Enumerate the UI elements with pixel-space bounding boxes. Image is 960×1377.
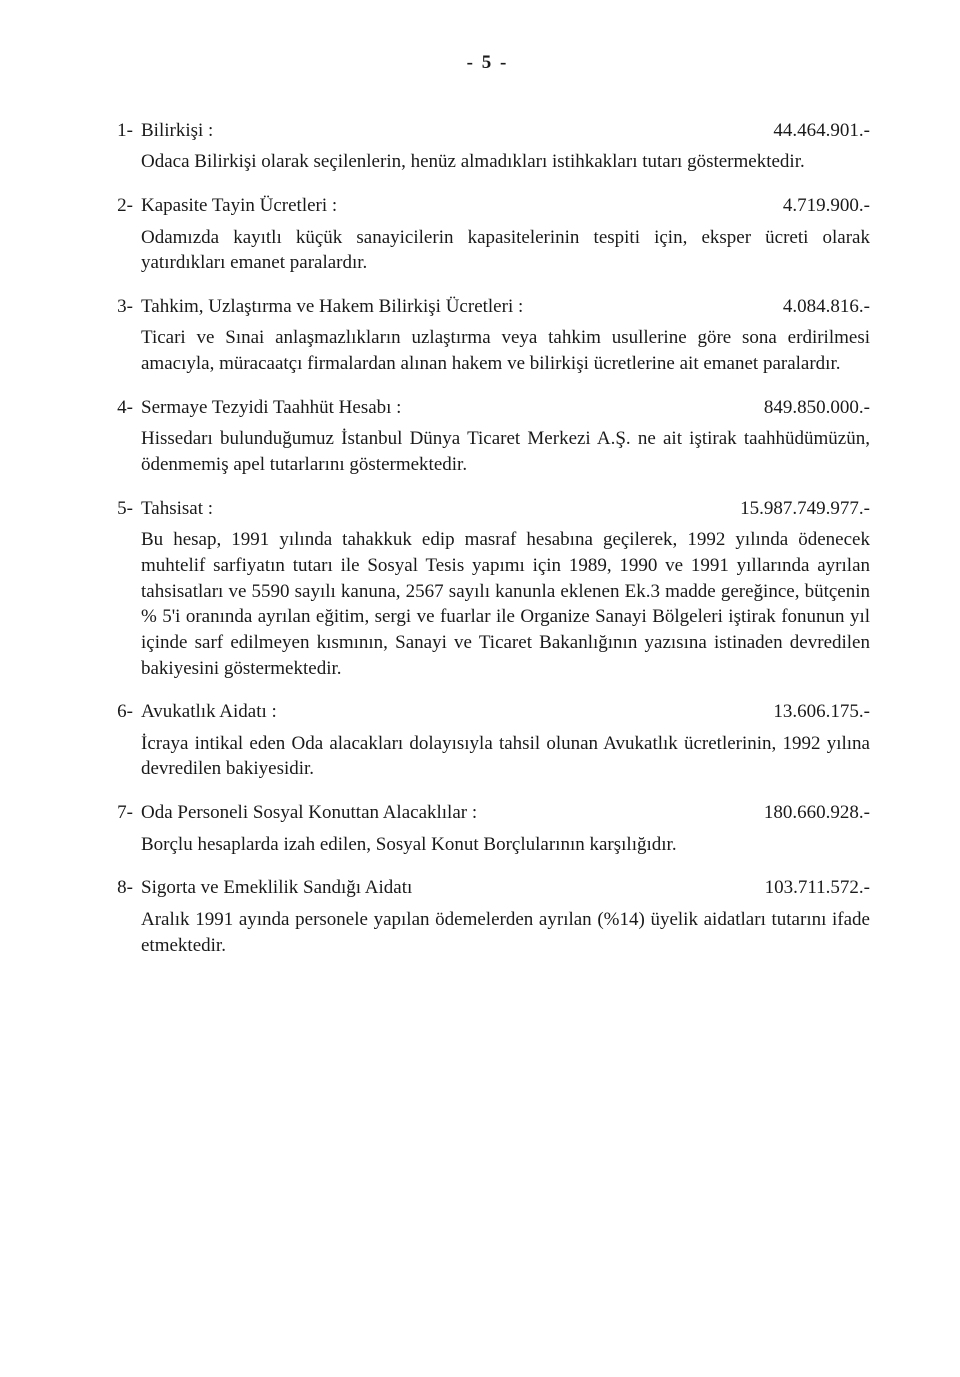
- line-item-title-row: 3- Tahkim, Uzlaştırma ve Hakem Bilirkişi…: [105, 294, 670, 320]
- line-item-title-row: 2- Kapasite Tayin Ücretleri :: [105, 193, 670, 219]
- line-item-title: Sigorta ve Emeklilik Sandığı Aidatı: [141, 875, 670, 901]
- line-item-desc: Odamızda kayıtlı küçük sanayicilerin kap…: [141, 225, 870, 276]
- page-number: - 5 -: [105, 50, 870, 76]
- line-item-title: Kapasite Tayin Ücretleri :: [141, 193, 670, 219]
- line-item-title: Tahkim, Uzlaştırma ve Hakem Bilirkişi Üc…: [141, 294, 670, 320]
- line-item-left: 2- Kapasite Tayin Ücretleri :: [105, 193, 700, 219]
- line-item-title: Bilirkişi :: [141, 118, 670, 144]
- line-item-desc: İcraya intikal eden Oda alacakları dolay…: [141, 731, 870, 782]
- line-item-amount: 180.660.928.-: [700, 800, 870, 826]
- line-item-number: 7-: [105, 800, 133, 826]
- line-item-title: Avukatlık Aidatı :: [141, 699, 670, 725]
- line-item: 6- Avukatlık Aidatı : 13.606.175.-: [105, 699, 870, 725]
- line-item: 1- Bilirkişi : 44.464.901.-: [105, 118, 870, 144]
- line-item-title-row: 7- Oda Personeli Sosyal Konuttan Alacakl…: [105, 800, 670, 826]
- line-item-title-row: 6- Avukatlık Aidatı :: [105, 699, 670, 725]
- line-item-left: 1- Bilirkişi :: [105, 118, 700, 144]
- line-item-left: 5- Tahsisat :: [105, 496, 700, 522]
- line-item-desc: Odaca Bilirkişi olarak seçilenlerin, hen…: [141, 149, 870, 175]
- line-item: 2- Kapasite Tayin Ücretleri : 4.719.900.…: [105, 193, 870, 219]
- line-item-amount: 103.711.572.-: [700, 875, 870, 901]
- line-item-number: 2-: [105, 193, 133, 219]
- line-item-amount: 849.850.000.-: [700, 395, 870, 421]
- line-item-title: Tahsisat :: [141, 496, 670, 522]
- line-item-title-row: 1- Bilirkişi :: [105, 118, 670, 144]
- line-item-left: 3- Tahkim, Uzlaştırma ve Hakem Bilirkişi…: [105, 294, 700, 320]
- line-item-desc: Hissedarı bulunduğumuz İstanbul Dünya Ti…: [141, 426, 870, 477]
- line-item: 5- Tahsisat : 15.987.749.977.-: [105, 496, 870, 522]
- line-item-title-row: 8- Sigorta ve Emeklilik Sandığı Aidatı: [105, 875, 670, 901]
- line-item-amount: 4.719.900.-: [700, 193, 870, 219]
- line-item-number: 4-: [105, 395, 133, 421]
- line-item-number: 1-: [105, 118, 133, 144]
- line-item-left: 4- Sermaye Tezyidi Taahhüt Hesabı :: [105, 395, 700, 421]
- line-item: 3- Tahkim, Uzlaştırma ve Hakem Bilirkişi…: [105, 294, 870, 320]
- line-item-number: 8-: [105, 875, 133, 901]
- line-item-title-row: 4- Sermaye Tezyidi Taahhüt Hesabı :: [105, 395, 670, 421]
- line-item-number: 5-: [105, 496, 133, 522]
- line-item-desc: Bu hesap, 1991 yılında tahakkuk edip mas…: [141, 527, 870, 681]
- line-item-number: 3-: [105, 294, 133, 320]
- line-item-desc: Ticari ve Sınai anlaşmazlıkların uzlaştı…: [141, 325, 870, 376]
- line-item-amount: 15.987.749.977.-: [700, 496, 870, 522]
- document-page: - 5 - 1- Bilirkişi : 44.464.901.- Odaca …: [0, 0, 960, 1377]
- line-item-amount: 13.606.175.-: [700, 699, 870, 725]
- line-item-number: 6-: [105, 699, 133, 725]
- line-item-left: 6- Avukatlık Aidatı :: [105, 699, 700, 725]
- line-item-desc: Borçlu hesaplarda izah edilen, Sosyal Ko…: [141, 832, 870, 858]
- line-item-desc: Aralık 1991 ayında personele yapılan öde…: [141, 907, 870, 958]
- line-item: 4- Sermaye Tezyidi Taahhüt Hesabı : 849.…: [105, 395, 870, 421]
- line-item-left: 8- Sigorta ve Emeklilik Sandığı Aidatı: [105, 875, 700, 901]
- line-item-amount: 4.084.816.-: [700, 294, 870, 320]
- line-item-title: Sermaye Tezyidi Taahhüt Hesabı :: [141, 395, 670, 421]
- line-item-title: Oda Personeli Sosyal Konuttan Alacaklıla…: [141, 800, 670, 826]
- line-item: 7- Oda Personeli Sosyal Konuttan Alacakl…: [105, 800, 870, 826]
- line-item-title-row: 5- Tahsisat :: [105, 496, 670, 522]
- line-item: 8- Sigorta ve Emeklilik Sandığı Aidatı 1…: [105, 875, 870, 901]
- line-item-left: 7- Oda Personeli Sosyal Konuttan Alacakl…: [105, 800, 700, 826]
- line-item-amount: 44.464.901.-: [700, 118, 870, 144]
